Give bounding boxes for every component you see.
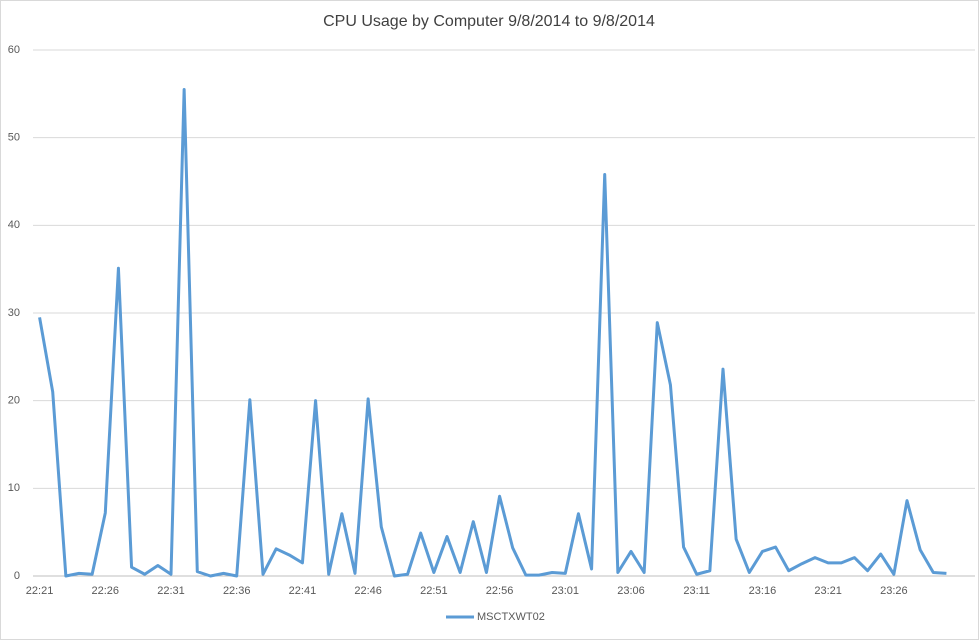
x-tick-label: 22:46 (354, 585, 382, 597)
data-line (38, 87, 947, 578)
x-tick-label: 23:11 (683, 585, 710, 597)
x-tick-label: 22:21 (26, 585, 54, 597)
legend-label: MSCTXWT02 (477, 611, 545, 623)
y-tick-label: 30 (8, 307, 20, 319)
x-tick-label: 22:56 (486, 585, 514, 597)
x-tick-label: 23:26 (880, 585, 908, 597)
x-tick-label: 22:51 (420, 585, 448, 597)
x-tick-label: 23:06 (617, 585, 645, 597)
x-tick-label: 22:36 (223, 585, 251, 597)
y-tick-label: 10 (8, 482, 20, 494)
y-tick-label: 60 (8, 44, 20, 56)
y-tick-label: 40 (8, 219, 20, 231)
x-tick-label: 22:41 (289, 585, 317, 597)
y-tick-label: 0 (14, 570, 20, 582)
x-tick-label: 23:01 (552, 585, 580, 597)
x-tick-label: 22:26 (92, 585, 120, 597)
x-tick-label: 23:16 (749, 585, 777, 597)
y-tick-label: 50 (8, 132, 20, 144)
chart-title: CPU Usage by Computer 9/8/2014 to 9/8/20… (323, 13, 655, 30)
x-tick-label: 23:21 (814, 585, 842, 597)
x-tick-label: 22:31 (157, 585, 185, 597)
y-tick-label: 20 (8, 395, 20, 407)
